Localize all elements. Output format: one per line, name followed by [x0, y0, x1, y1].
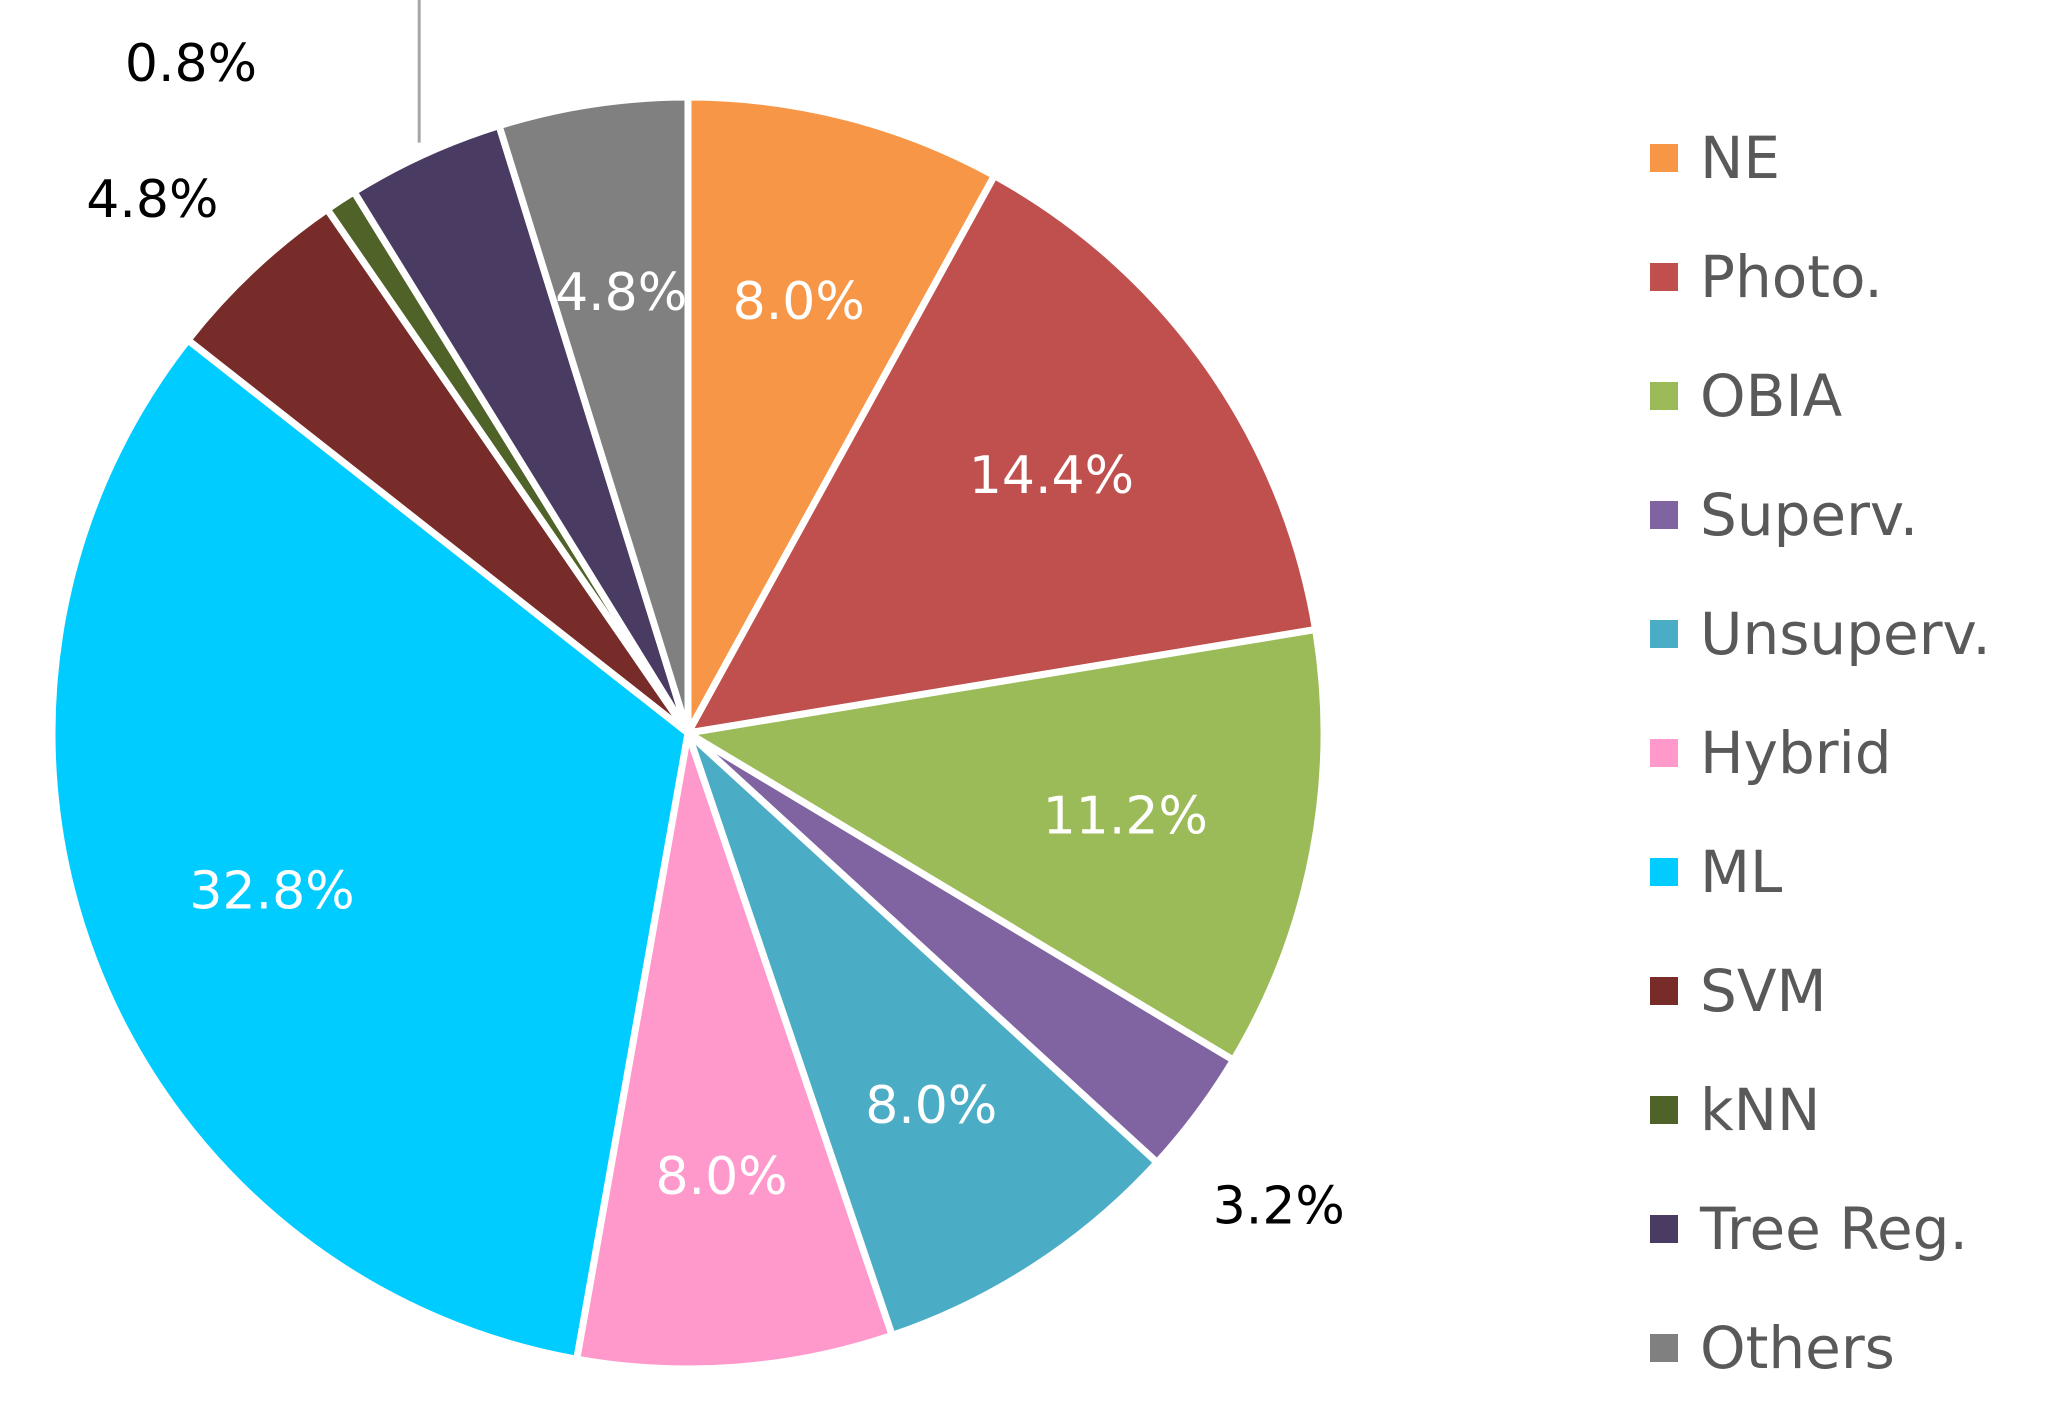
legend-label: Superv. — [1700, 480, 1919, 549]
legend-swatch — [1650, 262, 1678, 291]
pie-slice-obia — [678, 625, 1328, 1065]
pie-slice-photo — [681, 170, 1320, 738]
pie-slice-ml — [48, 335, 692, 1364]
legend-swatch — [1650, 857, 1678, 886]
legend-label: ML — [1700, 837, 1783, 906]
data-label: 4.8% — [86, 170, 218, 230]
pie-slice-hybrid — [572, 731, 897, 1373]
data-label: 4.8% — [555, 263, 687, 323]
pie-slice-unsuperv — [684, 730, 1163, 1340]
data-label: 14.4% — [969, 446, 1134, 506]
legend-swatch — [1650, 738, 1678, 767]
legend-label: Unsuperv. — [1700, 599, 1991, 668]
data-label: 11.2% — [1043, 786, 1208, 846]
slices-layer — [48, 93, 1328, 1373]
legend-swatch — [1650, 381, 1678, 410]
legend-swatch — [1650, 619, 1678, 648]
legend-item: Unsuperv. — [1650, 574, 2060, 693]
legend-item: NE — [1650, 98, 2060, 217]
legend-item: Superv. — [1650, 455, 2060, 574]
data-label: 3.2% — [1213, 1176, 1345, 1236]
legend-label: Others — [1700, 1313, 1895, 1382]
data-label: 8.0% — [655, 1147, 787, 1207]
legend-swatch — [1650, 143, 1678, 172]
legend-item: Hybrid — [1650, 693, 2060, 812]
data-label: 8.0% — [733, 272, 865, 332]
legend-swatch — [1650, 1214, 1678, 1243]
legend-label: Hybrid — [1700, 718, 1892, 787]
legend-label: NE — [1700, 123, 1781, 192]
legend: NE Photo. OBIA Superv. Unsuperv. Hybrid ML SVM k… — [1650, 98, 2060, 1407]
legend-item: OBIA — [1650, 336, 2060, 455]
legend-swatch — [1650, 976, 1678, 1005]
data-label: 32.8% — [189, 862, 354, 922]
legend-label: SVM — [1700, 956, 1827, 1025]
legend-swatch — [1650, 1333, 1678, 1362]
data-label: 8.0% — [865, 1076, 997, 1136]
legend-label: kNN — [1700, 1075, 1821, 1144]
legend-label: OBIA — [1700, 361, 1843, 430]
legend-label: Photo. — [1700, 242, 1883, 311]
legend-item: ML — [1650, 812, 2060, 931]
legend-item: Others — [1650, 1288, 2060, 1407]
legend-label: Tree Reg. — [1700, 1194, 1968, 1263]
legend-item: Tree Reg. — [1650, 1169, 2060, 1288]
legend-item: SVM — [1650, 931, 2060, 1050]
legend-item: Photo. — [1650, 217, 2060, 336]
pie-slice-ne — [684, 93, 1000, 735]
data-label: 0.8% — [125, 34, 257, 94]
pie-slice-svm — [183, 204, 691, 736]
pie-slice-others — [494, 93, 692, 735]
data-labels-layer: 8.0% 14.4% 11.2% 3.2% 8.0% 8.0% 32.8% 4.8% 0.8% 4… — [86, 0, 1345, 1236]
legend-swatch — [1650, 500, 1678, 529]
legend-swatch — [1650, 1095, 1678, 1124]
legend-item: kNN — [1650, 1050, 2060, 1169]
